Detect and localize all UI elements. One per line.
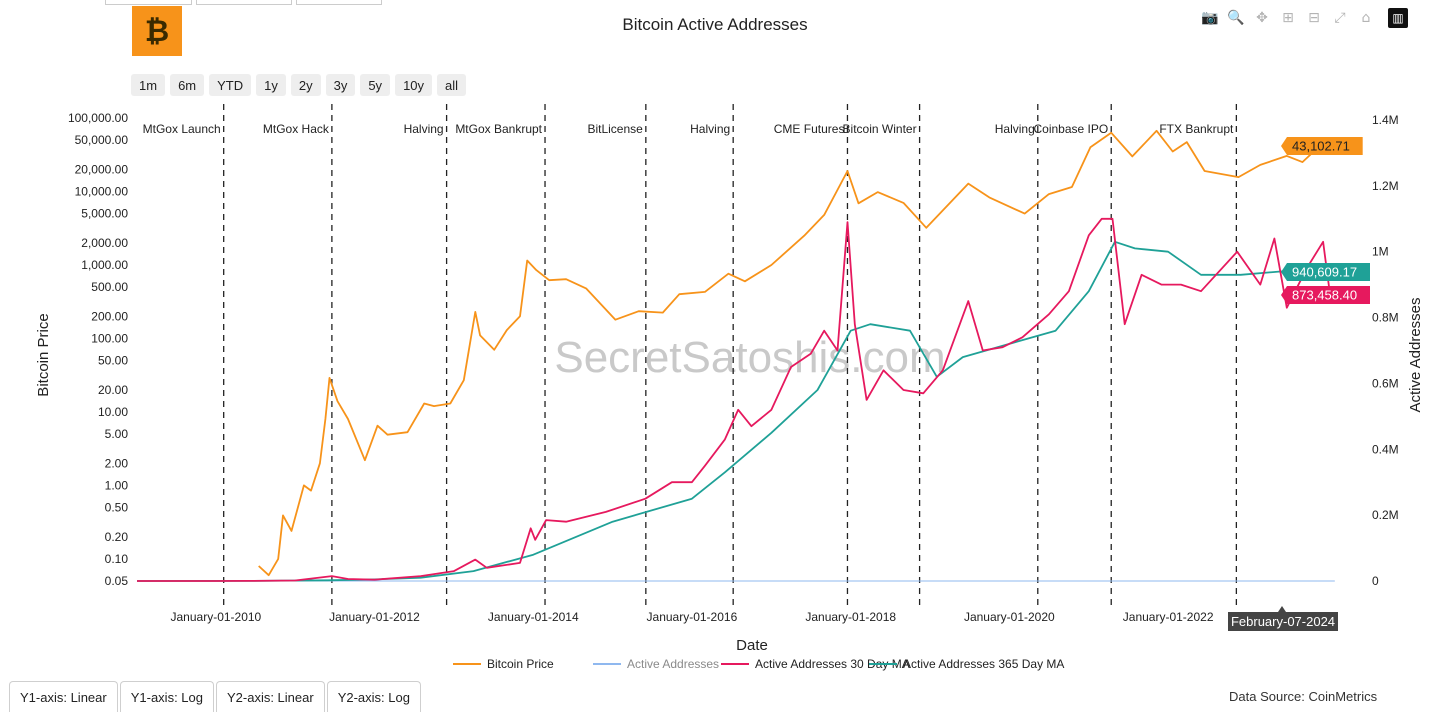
event-label: Coinbase IPO: [1034, 122, 1109, 136]
y-tick-label: 0.05: [105, 574, 129, 588]
chart-title: Bitcoin Active Addresses: [622, 15, 808, 34]
data-source-label: Data Source: CoinMetrics: [1229, 689, 1378, 704]
range-button-10y[interactable]: 10y: [395, 74, 433, 96]
event-label: BitLicense: [587, 122, 643, 136]
range-button-6m[interactable]: 6m: [170, 74, 205, 96]
y-tick-label: 20.00: [98, 383, 128, 397]
home-icon[interactable]: ⌂: [1361, 10, 1371, 26]
event-label: MtGox Bankrupt: [455, 122, 542, 136]
y-tick-label: 0.50: [105, 501, 129, 515]
camera-icon[interactable]: 📷: [1201, 10, 1219, 26]
y-tick-label: 0.20: [105, 530, 129, 544]
x-axis-title: Date: [736, 637, 768, 654]
y-tick-label: 2.00: [105, 456, 129, 470]
pan-icon[interactable]: ✥: [1256, 10, 1268, 26]
legend-label-active: Active Addresses: [627, 657, 719, 671]
range-selector: 1m 6m YTD 1y 2y 3y 5y 10y all: [131, 74, 467, 96]
y2-tick-label: 1.2M: [1372, 179, 1399, 193]
x-tick-label: January-01-2016: [647, 610, 738, 624]
axis-scale-tab-4[interactable]: Y2-axis: Log: [326, 681, 421, 712]
y-tick-label: 5,000.00: [81, 207, 128, 221]
event-label: MtGox Launch: [143, 122, 221, 136]
zoom-in-icon[interactable]: ⊞: [1282, 10, 1294, 26]
legend-label-ma365: Active Addresses 365 Day MA: [903, 657, 1064, 671]
y-tick-label: 50,000.00: [75, 133, 129, 147]
y-tick-label: 5.00: [105, 427, 129, 441]
event-label: CME Futures: [774, 122, 845, 136]
event-label: Halving: [404, 122, 444, 136]
event-label: MtGox Hack: [263, 122, 330, 136]
range-button-all[interactable]: all: [437, 74, 467, 96]
last-value-label-ma365: 940,609.17: [1292, 265, 1357, 280]
y2-tick-label: 0.4M: [1372, 442, 1399, 456]
range-button-1m[interactable]: 1m: [131, 74, 166, 96]
y2-tick-label: 0.2M: [1372, 508, 1399, 522]
y-tick-label: 200.00: [91, 309, 128, 323]
plotly-logo-icon[interactable]: ▥: [1388, 8, 1408, 28]
range-button-ytd[interactable]: YTD: [209, 74, 252, 96]
event-label: Bitcoin Winter: [843, 122, 917, 136]
axis-scale-tab-1[interactable]: Y1-axis: Linear: [9, 681, 118, 712]
y-axis-title: Bitcoin Price: [35, 313, 52, 396]
x-tick-label: January-01-2012: [329, 610, 420, 624]
x-tick-label: January-01-2022: [1123, 610, 1214, 624]
zoom-out-icon[interactable]: ⊟: [1308, 10, 1320, 26]
y2-tick-label: 0.6M: [1372, 376, 1399, 390]
y-tick-label: 20,000.00: [75, 162, 129, 176]
axis-scale-tabs: Y1-axis: Linear Y1-axis: Log Y2-axis: Line…: [9, 681, 421, 712]
range-button-1y[interactable]: 1y: [256, 74, 286, 96]
y2-tick-label: 0: [1372, 574, 1379, 588]
y-tick-label: 1.00: [105, 478, 129, 492]
last-value-box-price: [1281, 137, 1363, 155]
zoom-icon[interactable]: 🔍: [1227, 10, 1245, 26]
x-tick-label: January-01-2010: [171, 610, 262, 624]
event-label: Halving: [995, 122, 1035, 136]
axis-scale-tab-3[interactable]: Y2-axis: Linear: [215, 681, 325, 712]
watermark-text: SecretSatoshis.com: [554, 333, 945, 382]
y2-axis-title: Active Addresses: [1407, 297, 1424, 412]
series-line-price: [258, 129, 1335, 577]
series-line-ma30: [137, 217, 1336, 582]
range-button-5y[interactable]: 5y: [360, 74, 391, 96]
top-tab-strip: [0, 0, 1456, 6]
y-tick-label: 10,000.00: [75, 184, 129, 198]
range-button-3y[interactable]: 3y: [325, 74, 356, 96]
last-value-box-ma30: [1281, 286, 1370, 304]
last-value-box-ma365: [1281, 263, 1370, 281]
legend-label-price: Bitcoin Price: [487, 657, 554, 671]
y-tick-label: 10.00: [98, 405, 128, 419]
y-tick-label: 50.00: [98, 354, 128, 368]
y-tick-label: 0.10: [105, 552, 129, 566]
y-tick-label: 100.00: [91, 331, 128, 345]
event-label: FTX Bankrupt: [1159, 122, 1234, 136]
y2-tick-label: 1.4M: [1372, 113, 1399, 127]
legend-label-ma30: Active Addresses 30 Day MA: [755, 657, 910, 671]
y-tick-label: 1,000.00: [81, 258, 128, 272]
range-button-2y[interactable]: 2y: [290, 74, 321, 96]
last-value-label-price: 43,102.71: [1292, 139, 1350, 154]
y2-tick-label: 1M: [1372, 245, 1389, 259]
y-tick-label: 500.00: [91, 280, 128, 294]
x-tick-label: January-01-2014: [488, 610, 579, 624]
modebar: 📷 🔍 ✥ ⊞ ⊟ ⤢ ⌂ ▥: [1200, 8, 1408, 28]
y2-tick-label: 0.8M: [1372, 311, 1399, 325]
y-tick-label: 100,000.00: [68, 111, 128, 125]
hover-date-label: February-07-2024: [1231, 614, 1335, 629]
axis-scale-tab-2[interactable]: Y1-axis: Log: [119, 681, 214, 712]
series-line-ma365: [136, 240, 1335, 582]
event-label: Halving: [690, 122, 730, 136]
x-tick-label: January-01-2018: [805, 610, 896, 624]
autoscale-icon[interactable]: ⤢: [1334, 10, 1346, 26]
hover-date-box: [1228, 606, 1338, 631]
last-value-label-ma30: 873,458.40: [1292, 288, 1357, 303]
bitcoin-logo-icon: ₿: [132, 6, 182, 56]
x-tick-label: January-01-2020: [964, 610, 1055, 624]
y-tick-label: 2,000.00: [81, 236, 128, 250]
